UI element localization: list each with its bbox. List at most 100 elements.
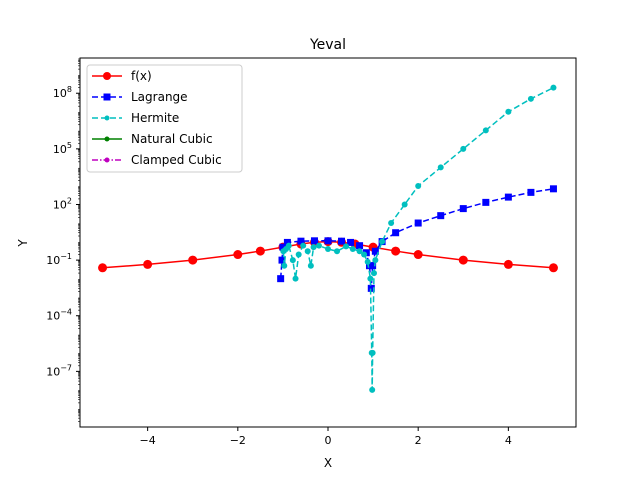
data-point [304, 248, 311, 255]
data-point [356, 248, 363, 255]
x-tick-label: 0 [325, 434, 332, 447]
data-point [370, 270, 377, 277]
data-point [550, 84, 557, 91]
legend-label: Lagrange [131, 90, 188, 104]
legend-item: f(x) [92, 69, 152, 83]
legend-label: Clamped Cubic [131, 153, 222, 167]
legend-item: Lagrange [92, 90, 188, 104]
legend-marker [103, 72, 111, 80]
data-point [325, 245, 331, 252]
data-point [549, 185, 557, 193]
data-point [347, 238, 355, 246]
data-point [356, 242, 364, 250]
data-point [527, 188, 535, 196]
data-point [388, 220, 395, 227]
data-point [458, 255, 468, 265]
data-point [285, 242, 292, 249]
y-tick-label: 105 [53, 141, 72, 156]
x-tick-label: −4 [140, 434, 156, 447]
data-point [527, 95, 534, 102]
legend-box [86, 64, 243, 173]
data-point [369, 262, 377, 270]
data-point [369, 386, 376, 393]
data-point [414, 219, 422, 227]
x-axis: −4 −2 0 2 4 [140, 427, 512, 447]
data-point [349, 245, 356, 252]
data-point [310, 237, 318, 245]
x-axis-label: X [324, 456, 332, 470]
data-point [315, 242, 322, 249]
data-point [279, 243, 287, 251]
data-point [503, 259, 513, 269]
x-tick-label: −2 [230, 434, 246, 447]
data-point [233, 250, 243, 260]
data-point [413, 250, 423, 260]
legend: f(x) Lagrange Hermite Natural Cubic Clamped … [86, 64, 243, 173]
series-layer [98, 84, 558, 393]
legend-marker [104, 136, 110, 142]
data-point [482, 198, 490, 206]
legend-marker [104, 157, 110, 163]
chart-title: Yeval [309, 37, 346, 53]
data-point [277, 275, 285, 283]
data-point [334, 248, 341, 255]
data-point [292, 275, 299, 282]
data-point [278, 256, 286, 264]
data-point [361, 251, 368, 258]
y-tick-label: 10−1 [46, 252, 72, 267]
data-point [460, 145, 467, 152]
data-point [482, 127, 489, 134]
data-point [371, 247, 379, 255]
legend-marker [103, 93, 111, 101]
data-point [307, 262, 314, 269]
data-point [548, 263, 558, 273]
data-point [98, 263, 108, 273]
data-point [281, 262, 288, 269]
data-point [372, 257, 379, 264]
data-point [255, 246, 265, 256]
data-point [437, 164, 444, 171]
data-point [369, 349, 376, 356]
y-tick-label: 108 [53, 85, 72, 100]
data-point [300, 242, 307, 249]
data-point [367, 275, 374, 282]
x-tick-label: 2 [415, 434, 422, 447]
data-point [338, 237, 346, 245]
data-point [343, 243, 350, 250]
data-point [283, 238, 291, 246]
data-point [437, 212, 445, 220]
legend-label: Hermite [131, 111, 179, 125]
y-axis-label: Y [16, 239, 30, 248]
data-point [504, 193, 512, 201]
data-point [459, 205, 467, 213]
y-tick-label: 102 [53, 196, 72, 211]
data-point [295, 251, 302, 258]
data-point [310, 244, 317, 251]
data-point [391, 246, 401, 256]
data-point [392, 229, 400, 237]
data-point [367, 284, 375, 292]
data-point [364, 258, 371, 265]
data-point [401, 201, 408, 208]
data-point [505, 108, 512, 115]
legend-item: Hermite [92, 111, 179, 125]
data-point [289, 257, 296, 264]
legend-label: Natural Cubic [131, 132, 213, 146]
data-point [143, 259, 153, 269]
data-point [297, 237, 305, 245]
data-point [379, 238, 386, 245]
y-tick-label: 10−7 [46, 363, 72, 378]
data-point [415, 182, 422, 189]
y-axis: 10−7 10−4 10−1 102 105 108 [46, 58, 80, 422]
data-point [188, 255, 198, 265]
data-point [324, 237, 332, 245]
x-tick-label: 4 [505, 434, 512, 447]
legend-item: Clamped Cubic [92, 153, 222, 167]
series-hermite [280, 84, 557, 393]
legend-item: Natural Cubic [92, 132, 213, 146]
legend-marker [104, 115, 110, 121]
y-tick-label: 10−4 [46, 308, 72, 323]
legend-label: f(x) [131, 69, 152, 83]
